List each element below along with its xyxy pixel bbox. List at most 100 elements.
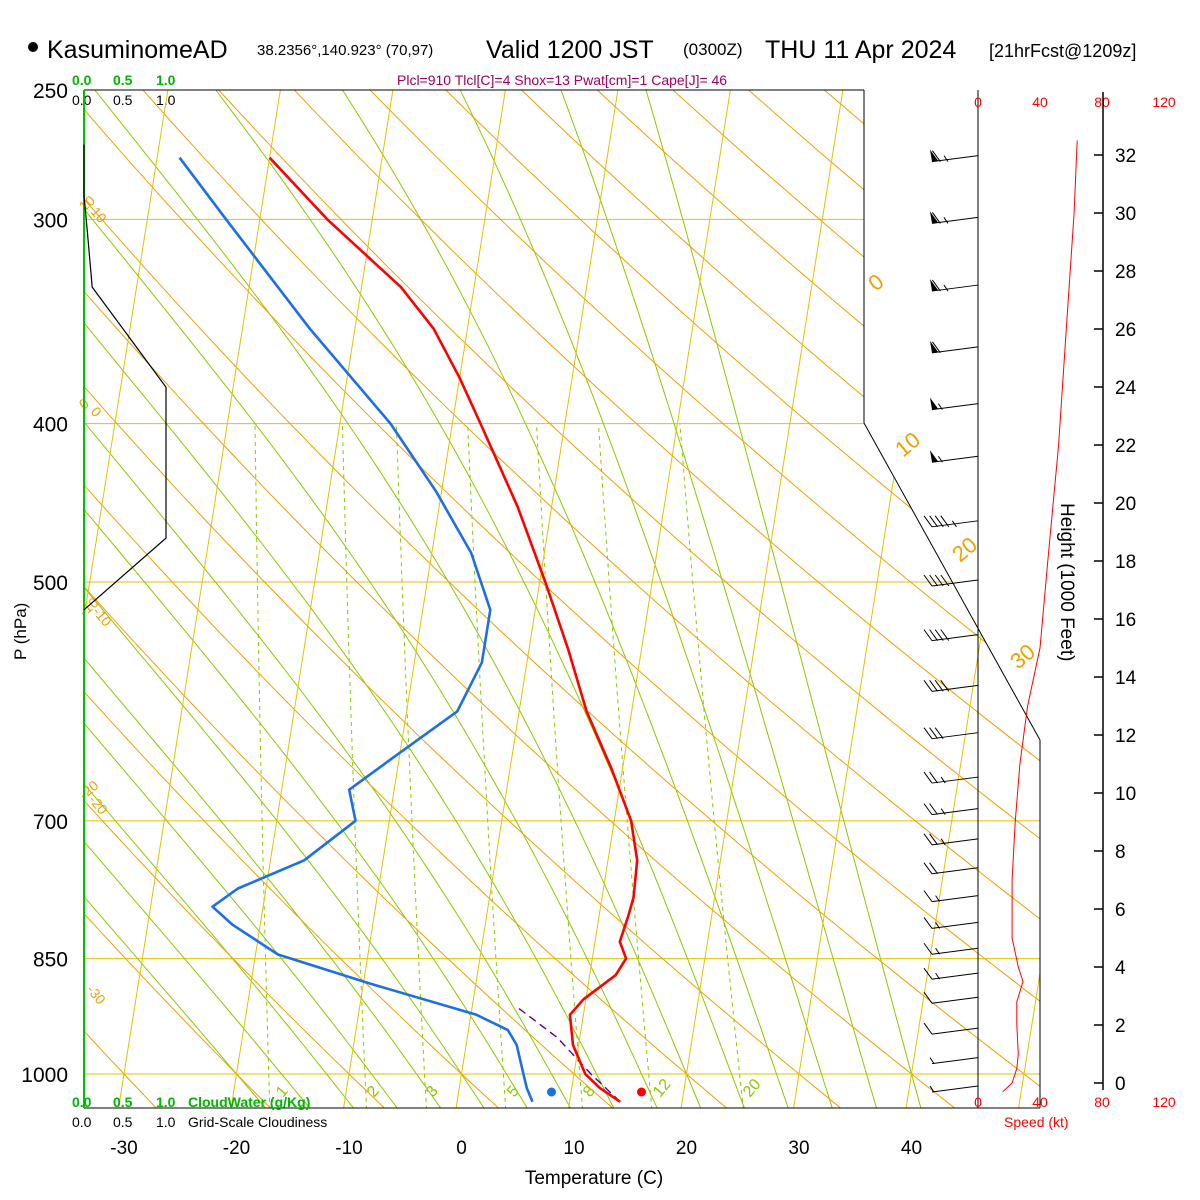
moist-adiabat-line: [560, 90, 867, 1075]
moist-adiabat-line: [776, 1073, 801, 1108]
moist-adiabat-line: [731, 1073, 758, 1108]
moist-adiabat-line: [645, 90, 912, 1075]
isotherm-line: [337, 90, 506, 1108]
wind-barb: [923, 515, 979, 528]
wind-speed-tick-label-top: 0: [974, 94, 982, 110]
isobar-lines: [84, 89, 1040, 1075]
top-cloudwater-tick: 1.0: [156, 72, 176, 88]
wind-barbs: [923, 149, 979, 1093]
temperature-tick-label: 10: [563, 1138, 584, 1159]
mixing-ratio-label: 12: [650, 1076, 675, 1101]
wind-barb: [923, 991, 979, 1004]
forecast-info: [21hrFcst@1209z]: [989, 41, 1136, 61]
pressure-tick-label: 700: [33, 811, 68, 834]
height-tick-label: 30: [1115, 204, 1136, 225]
wind-barb: [923, 574, 979, 587]
moist-adiabat-line: [371, 1073, 423, 1108]
dry-adiabat-line: [581, 90, 1040, 1108]
wind-speed-tick-label-bottom: 120: [1152, 1094, 1176, 1110]
station-name: KasuminomeAD: [47, 36, 228, 64]
dry-adiabat-line: [84, 90, 768, 1108]
height-tick-label: 22: [1115, 436, 1136, 457]
dry-adiabat-line: [280, 90, 1040, 1108]
isotherm-label: 30: [1005, 639, 1040, 674]
mixing-ratio-line: [341, 423, 369, 1108]
pressure-tick-label: 1000: [21, 1064, 68, 1087]
cloudiness-tick: 0.0: [72, 1114, 92, 1130]
wind-barb: [923, 890, 979, 903]
valid-date: THU 11 Apr 2024: [765, 36, 956, 64]
height-tick-label: 4: [1115, 958, 1126, 979]
moist-adiabat-line: [84, 90, 507, 1075]
cloudwater-tick: 1.0: [156, 1094, 176, 1110]
diagram-frame: [83, 89, 1041, 1109]
moist-adiabat-line: [84, 90, 282, 1075]
wind-speed-tick-label-top: 80: [1094, 94, 1110, 110]
mixing-ratio-label: 20: [740, 1076, 765, 1101]
isotherm-label: 20: [947, 532, 982, 567]
isotherm-label: 0: [863, 269, 888, 296]
isotherm-lines: [84, 90, 1040, 1108]
pressure-tick-label: 300: [33, 209, 68, 232]
top-cloudiness-tick: 0.0: [72, 92, 92, 108]
moist-adiabat-line: [911, 1073, 931, 1108]
temperature-tick-label: 0: [456, 1138, 467, 1159]
wind-barb: [930, 397, 979, 411]
mixing-ratio-line: [679, 423, 748, 1108]
dry-adiabat-line: [957, 90, 1040, 1108]
wind-barb: [929, 1085, 979, 1093]
wind-barb: [930, 340, 979, 354]
dry-adiabat-line: [1184, 76, 1200, 1142]
moist-adiabat-lines: [84, 90, 931, 1108]
wind-speed-line: [1002, 140, 1078, 1093]
wind-barb: [930, 279, 979, 292]
valid-utc: (0300Z): [683, 40, 743, 59]
station-dot-icon: [28, 42, 38, 52]
height-tick-label: 10: [1115, 784, 1136, 805]
cloudwater-tick: 0.5: [113, 1094, 133, 1110]
isotherm-line: [450, 90, 619, 1108]
moist-adiabat-line: [84, 90, 462, 1075]
moist-adiabat-line: [84, 90, 327, 1075]
height-tick-label: 24: [1115, 378, 1137, 399]
moist-adiabat-line: [84, 90, 237, 1075]
dry-adiabat-line: [84, 90, 536, 1108]
dry-adiabat-line: [1109, 76, 1200, 1142]
height-tick-label: 20: [1115, 494, 1136, 515]
moist-adiabat-line: [506, 1073, 548, 1108]
dry-adiabat-line: [84, 90, 652, 1108]
wind-barb: [923, 833, 979, 846]
cloudwater-tick: 0.0: [72, 1094, 92, 1110]
wind-barb: [923, 967, 979, 980]
cloudiness-profile: [83, 144, 167, 611]
wind-barb: [923, 771, 979, 784]
dewpoint-line: [178, 156, 534, 1103]
sounding-profiles: [178, 156, 646, 1103]
wind-barb: [930, 450, 979, 463]
dry-adiabat-line: [732, 90, 1040, 1108]
wind-barb: [923, 803, 979, 816]
station-coords: 38.2356°,140.923° (70,97): [257, 42, 433, 59]
moist-adiabat-line: [281, 1073, 338, 1108]
wind-speed-tick-label-top: 40: [1032, 94, 1048, 110]
dry-adiabat-line: [205, 90, 1040, 1108]
dry-adiabat-line: [129, 90, 1040, 1108]
surface-dewpoint-point: [547, 1087, 556, 1097]
dry-adiabat-line: [84, 90, 1040, 1108]
moist-adiabat-line: [84, 90, 642, 1075]
moist-adiabat-line: [215, 90, 732, 1075]
pressure-tick-label: 850: [33, 949, 68, 972]
mixing-ratio-line: [395, 423, 429, 1108]
wind-speed-tick-label-bottom: 40: [1032, 1094, 1048, 1110]
height-tick-label: 14: [1115, 668, 1137, 689]
wind-barb: [923, 680, 979, 692]
dry-adiabat-lines: [84, 76, 1200, 1142]
wind-barb: [923, 942, 979, 955]
moist-adiabat-line: [84, 90, 372, 1075]
mixing-ratio-line: [598, 423, 656, 1108]
moist-adiabat-line: [84, 90, 597, 1075]
height-tick-label: 8: [1115, 842, 1126, 863]
height-axis-title: Height (1000 Feet): [1056, 503, 1077, 661]
moist-adiabat-line: [821, 1073, 844, 1108]
